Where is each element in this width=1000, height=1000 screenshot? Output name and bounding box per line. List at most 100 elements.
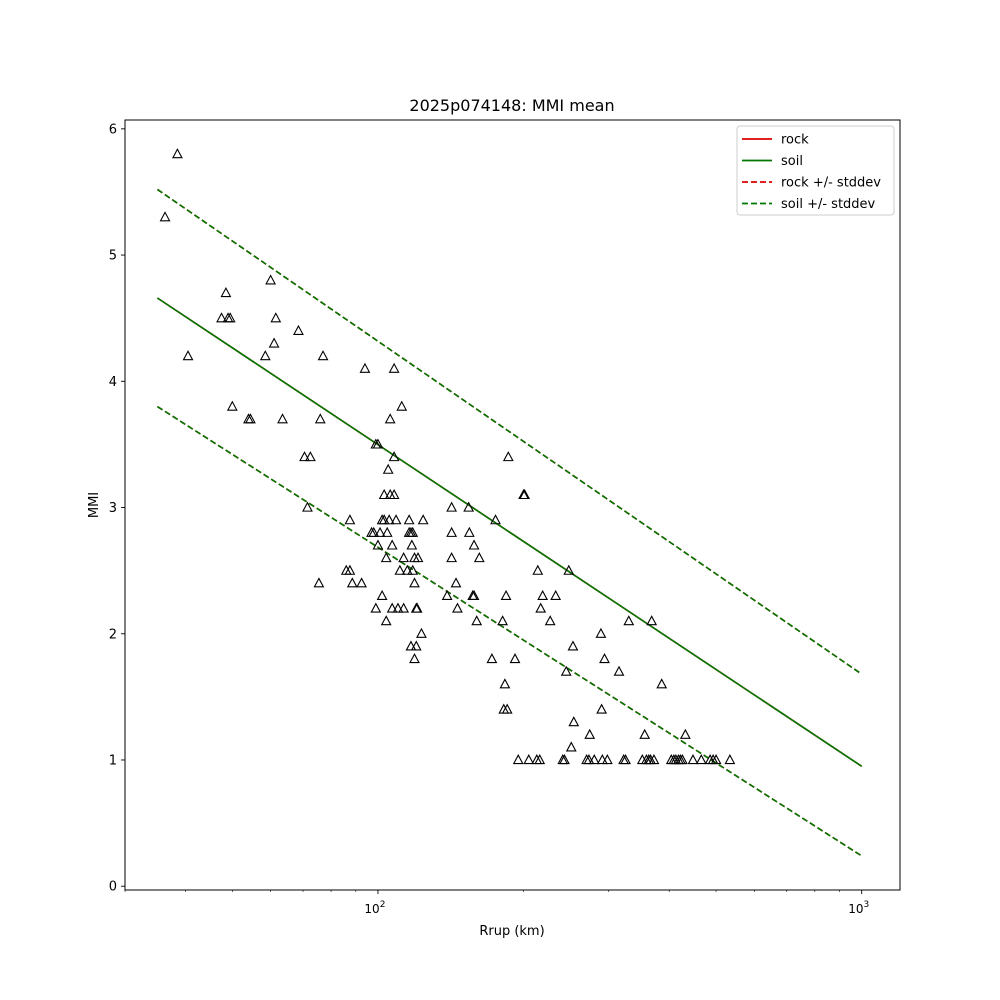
- x-tick-label-base: 10: [364, 902, 379, 916]
- data-point: [171, 148, 183, 159]
- data-point: [620, 754, 631, 765]
- data-point: [502, 451, 514, 462]
- legend-box: [736, 125, 895, 216]
- y-tick-label: 4: [109, 375, 117, 390]
- data-point: [599, 653, 610, 664]
- data-point: [394, 564, 406, 575]
- y-tick-label: 1: [109, 753, 117, 768]
- data-point: [416, 627, 427, 638]
- plot-frame: [124, 119, 901, 891]
- data-point: [499, 678, 511, 689]
- legend-label: soil +/- stddev: [781, 197, 876, 212]
- data-point: [695, 754, 707, 765]
- data-point: [378, 488, 390, 500]
- data-point: [277, 413, 288, 424]
- data-point: [559, 754, 570, 765]
- data-point: [381, 526, 393, 537]
- data-point: [384, 413, 396, 424]
- data-point: [441, 589, 453, 601]
- data-point: [224, 312, 236, 323]
- data-point: [550, 589, 562, 601]
- data-point: [534, 754, 546, 765]
- data-point: [380, 615, 392, 626]
- y-tick-label: 6: [109, 122, 117, 137]
- data-point: [386, 602, 398, 613]
- data-point: [245, 413, 256, 424]
- data-point: [486, 653, 498, 664]
- data-point: [344, 564, 356, 575]
- data-point: [159, 211, 171, 222]
- data-point: [370, 602, 382, 613]
- data-point: [313, 577, 325, 588]
- data-point: [584, 728, 596, 739]
- data-point: [417, 514, 429, 525]
- data-point: [411, 602, 423, 613]
- data-point: [588, 754, 600, 765]
- x-tick-label-exponent: 3: [863, 900, 869, 910]
- data-point: [568, 716, 580, 727]
- data-point: [182, 350, 194, 361]
- data-point: [216, 312, 227, 323]
- y-tick-label: 3: [109, 501, 117, 516]
- x-tick-label: 103: [848, 900, 869, 916]
- legend-label: rock +/- stddev: [781, 176, 881, 191]
- x-axis-label: Rrup (km): [479, 924, 544, 939]
- data-point: [368, 526, 380, 537]
- data-point: [613, 665, 625, 676]
- data-point: [388, 488, 400, 500]
- data-point: [446, 552, 458, 563]
- data-point: [583, 754, 595, 765]
- data-point: [468, 539, 480, 550]
- data-point: [302, 501, 313, 512]
- data-point: [468, 589, 480, 601]
- x-axis: 102 103: [124, 890, 869, 916]
- data-point: [646, 615, 658, 626]
- data-point: [452, 602, 463, 613]
- data-point: [317, 350, 329, 361]
- data-point: [473, 552, 485, 563]
- data-point: [532, 564, 544, 575]
- data-point: [639, 728, 651, 739]
- data-point: [401, 564, 413, 575]
- data-point: [648, 754, 660, 765]
- y-tick-label: 0: [109, 880, 117, 895]
- data-point: [390, 514, 402, 525]
- data-point: [356, 577, 367, 588]
- data-point: [383, 514, 395, 525]
- series-line-1: [156, 297, 863, 767]
- data-point: [220, 286, 232, 298]
- data-point: [601, 754, 613, 765]
- data-point: [226, 400, 238, 411]
- data-point: [403, 514, 415, 525]
- y-tick-label: 2: [109, 627, 117, 642]
- data-point: [567, 640, 579, 651]
- data-point: [677, 754, 688, 765]
- data-point: [409, 653, 420, 664]
- data-point: [388, 362, 400, 373]
- legend-label: rock: [781, 133, 809, 148]
- y-tick-label: 5: [109, 249, 117, 264]
- data-point: [293, 324, 304, 335]
- data-point: [537, 589, 549, 601]
- data-point: [406, 539, 418, 550]
- y-axis-label: MMI: [87, 492, 102, 518]
- data-point: [509, 653, 521, 664]
- data-point: [314, 413, 326, 424]
- data-point: [501, 703, 513, 714]
- data-point: [687, 754, 699, 765]
- data-point: [405, 640, 417, 651]
- legend: rock soil rock +/- stddev soil +/- stddev: [736, 125, 895, 216]
- data-point: [299, 451, 310, 462]
- data-point: [374, 526, 386, 537]
- data-point: [535, 602, 547, 613]
- data-point: [346, 577, 358, 588]
- data-point: [382, 463, 394, 474]
- series-line-stddev-5: [156, 405, 863, 857]
- data-point: [595, 627, 607, 638]
- data-point: [407, 526, 419, 537]
- data-point: [519, 488, 531, 500]
- data-point: [380, 552, 392, 563]
- data-point: [359, 362, 371, 373]
- data-point: [396, 400, 408, 411]
